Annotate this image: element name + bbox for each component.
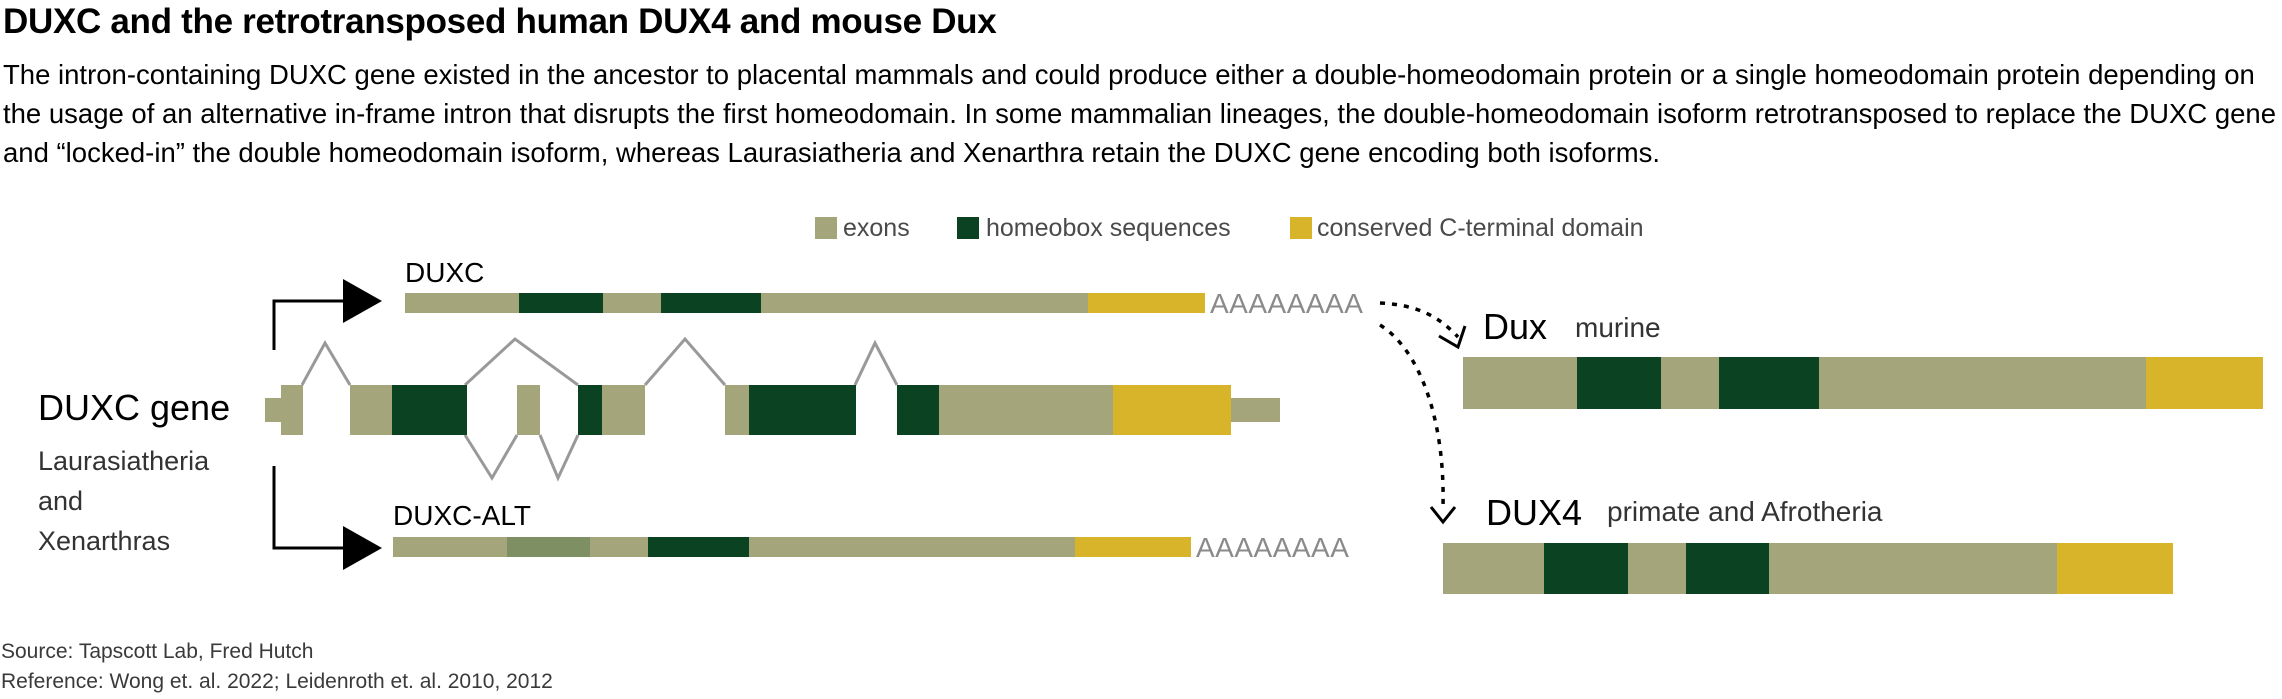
legend-swatch-cterm xyxy=(1290,217,1312,239)
dux-homeobox-1 xyxy=(1577,357,1661,409)
dux-retrogene xyxy=(1463,357,2263,409)
page-title: DUXC and the retrotransposed human DUX4 … xyxy=(3,2,997,41)
exon-3 xyxy=(517,385,540,435)
legend-swatch-homeobox xyxy=(957,217,979,239)
splice-below-2 xyxy=(538,434,580,482)
dux-homeobox-2 xyxy=(1719,357,1819,409)
duxc-gene-structure xyxy=(265,385,1280,435)
legend-swatch-exons xyxy=(815,217,837,239)
promoter-arrowhead-duxc xyxy=(343,279,382,323)
dux4-label: DUX4 xyxy=(1486,492,1582,533)
duxc-exon-segment xyxy=(405,293,519,313)
exon-6 xyxy=(939,385,1113,435)
retrotransposition-arrowhead-dux4 xyxy=(1429,506,1457,525)
exon-6-cterm xyxy=(1113,385,1231,435)
exon-4 xyxy=(602,385,645,435)
exon-2 xyxy=(350,385,392,435)
source-note: Source: Tapscott Lab, Fred Hutch xyxy=(1,640,314,663)
splice-above-2 xyxy=(463,337,579,387)
duxc-homeobox-2 xyxy=(661,293,761,313)
exon-2-homeobox xyxy=(392,385,467,435)
splice-above-1 xyxy=(300,339,352,386)
species-line-2: and xyxy=(38,486,83,516)
exon-5-homeobox xyxy=(749,385,856,435)
exon-4-homeobox xyxy=(578,385,602,435)
legend-label-homeobox: homeobox sequences xyxy=(986,214,1231,242)
legend-label-exons: exons xyxy=(843,214,910,242)
dux-cterm xyxy=(2146,357,2263,409)
duxc-exon-segment xyxy=(761,293,1088,313)
duxc-alt-exon-segment xyxy=(749,537,1075,557)
dux-label: Dux xyxy=(1483,306,1547,347)
reference-note: Reference: Wong et. al. 2022; Leidenroth… xyxy=(1,670,553,693)
duxc-polya: AAAAAAAA xyxy=(1210,288,1363,319)
exon-5 xyxy=(725,385,749,435)
legend: exons homeobox sequences conserved C-ter… xyxy=(815,214,1644,242)
dux-species: murine xyxy=(1575,312,1661,343)
exon-6-homeobox xyxy=(897,385,939,435)
promoter-arrowhead-alt xyxy=(343,526,382,570)
duxc-alt-cterm xyxy=(1075,537,1191,557)
dux4-exon-segment xyxy=(1443,543,1544,594)
retrotransposition-arrow-dux xyxy=(1379,301,1460,339)
retrotransposition-arrow-dux4 xyxy=(1379,323,1445,507)
duxc-alt-exon-segment xyxy=(590,537,648,557)
utr-5 xyxy=(265,398,281,422)
dux4-species: primate and Afrotheria xyxy=(1607,496,1883,527)
dux4-retrogene xyxy=(1443,543,2173,594)
dux4-exon-segment xyxy=(1628,543,1686,594)
duxc-transcript xyxy=(405,293,1205,313)
retrotransposition-arrowhead-dux xyxy=(1438,325,1467,350)
splice-above-3 xyxy=(643,336,727,386)
description: The intron-containing DUXC gene existed … xyxy=(3,59,2277,168)
duxc-alt-polya: AAAAAAAA xyxy=(1196,532,1349,563)
utr-3 xyxy=(1231,398,1280,422)
species-line-3: Xenarthras xyxy=(38,526,170,556)
duxc-transcript-label: DUXC xyxy=(405,257,484,288)
dux-exon-segment xyxy=(1661,357,1719,409)
promoter-arrow-duxc xyxy=(272,299,347,350)
gene-label: DUXC gene xyxy=(38,387,230,428)
duxc-homeobox-1 xyxy=(519,293,603,313)
dux4-homeobox-1 xyxy=(1544,543,1628,594)
splice-lines xyxy=(300,336,899,482)
dux-exon-segment xyxy=(1463,357,1577,409)
duxc-cterm xyxy=(1088,293,1205,313)
promoter-arrow-alt xyxy=(272,466,347,550)
splice-below-1 xyxy=(463,434,519,481)
duxc-exon-segment xyxy=(603,293,661,313)
duxc-alt-transcript-label: DUXC-ALT xyxy=(393,500,531,531)
species-line-1: Laurasiatheria xyxy=(38,446,210,476)
duxc-alt-disrupted-homeobox xyxy=(507,537,590,557)
duxc-alt-homeobox xyxy=(648,537,749,557)
duxc-alt-exon-segment xyxy=(393,537,507,557)
dux4-cterm xyxy=(2057,543,2173,594)
legend-label-cterm: conserved C-terminal domain xyxy=(1317,214,1644,242)
dux-exon-segment xyxy=(1819,357,2146,409)
splice-above-4 xyxy=(853,339,899,386)
duxc-alt-transcript xyxy=(393,537,1191,557)
dux4-exon-segment xyxy=(1769,543,2057,594)
dux4-homeobox-2 xyxy=(1686,543,1769,594)
exon-1 xyxy=(281,385,303,435)
